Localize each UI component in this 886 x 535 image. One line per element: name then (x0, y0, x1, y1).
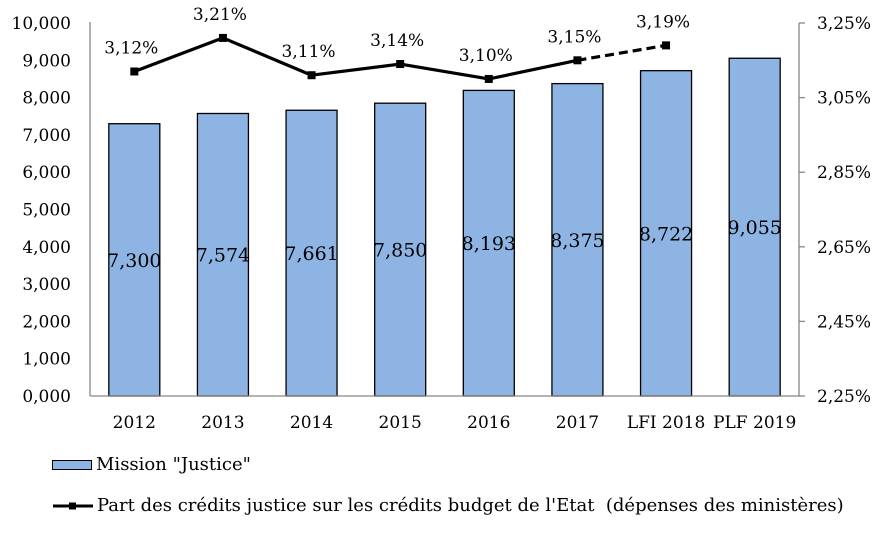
bar-data-label: 9,055 (727, 217, 781, 239)
line-data-label: 3,14% (370, 31, 424, 51)
bar-data-label: 8,193 (462, 233, 516, 255)
y-tick-label: 0,000 (22, 387, 71, 407)
line-marker (307, 71, 316, 80)
x-tick-label: 2012 (113, 413, 156, 433)
line-data-label: 3,11% (282, 42, 336, 62)
line-marker (662, 41, 671, 50)
bar-data-label: 8,722 (639, 223, 693, 245)
x-tick-label: 2013 (201, 413, 244, 433)
line-marker (484, 74, 493, 83)
bar (108, 123, 161, 397)
y-tick-label: 5,000 (22, 201, 71, 221)
line-marker (130, 67, 139, 76)
y2-tick-label: 2,25% (817, 387, 871, 407)
line-data-label: 3,21% (193, 5, 247, 25)
legend-label-line: Part des crédits justice sur les crédits… (97, 495, 844, 516)
x-tick-label: 2014 (290, 413, 333, 433)
y-tick-label: 3,000 (22, 275, 71, 295)
y-tick-label: 7,000 (22, 126, 71, 146)
y2-tick-label: 2,85% (817, 163, 871, 183)
line-segment (222, 36, 313, 77)
bar-data-label: 7,661 (284, 243, 338, 265)
line-segment (133, 36, 224, 73)
line-data-label: 3,15% (547, 27, 601, 47)
line-marker (573, 56, 582, 65)
bar (285, 109, 338, 397)
line-series (130, 33, 671, 83)
bar-data-label: 7,574 (196, 245, 250, 267)
bar (728, 57, 781, 397)
data-labels: 7,300 7,574 7,661 7,850 8,193 8,375 8,722 9,055… (104, 5, 782, 272)
y-tick-label: 8,000 (22, 89, 71, 109)
legend-item-bars: Mission "Justice" (52, 455, 251, 475)
bar-data-label: 8,375 (550, 230, 604, 252)
bar (551, 82, 604, 397)
bar (196, 112, 250, 397)
line-segment (488, 58, 578, 81)
axes: 0,000 1,000 2,000 3,000 4,000 5,000 6,000 7,000… (12, 14, 872, 433)
bar-series (108, 57, 781, 397)
y2-tick-label: 2,45% (817, 312, 871, 332)
legend: Mission "Justice" Part des crédits justi… (52, 455, 844, 516)
line-data-label: 3,19% (636, 12, 690, 32)
legend-label-bars: Mission "Justice" (96, 454, 251, 475)
x-tick-label: 2016 (467, 413, 510, 433)
x-tick-label: 2015 (379, 413, 422, 433)
y-tick-label: 1,000 (22, 350, 71, 370)
bar (374, 102, 427, 397)
line-marker (218, 33, 227, 42)
line-segment (311, 62, 401, 77)
line-segment-dashed (577, 43, 667, 62)
y-tick-label: 10,000 (12, 14, 71, 34)
x-tick-label: PLF 2019 (713, 413, 796, 433)
x-tick-label: LFI 2018 (627, 413, 705, 433)
y-tick-label: 9,000 (22, 51, 71, 71)
legend-item-line: Part des crédits justice sur les crédits… (52, 496, 844, 516)
bar-data-label: 7,300 (107, 250, 161, 272)
y-tick-label: 6,000 (22, 163, 71, 183)
bar-data-label: 7,850 (373, 240, 427, 262)
line-segment (399, 62, 490, 81)
legend-swatch-bars (52, 460, 92, 470)
line-data-label: 3,10% (459, 46, 513, 66)
x-tick-label: 2017 (556, 413, 599, 433)
line-data-label: 3,12% (104, 38, 158, 58)
y2-tick-label: 3,05% (817, 89, 871, 109)
y-tick-label: 2,000 (22, 312, 71, 332)
y2-tick-label: 3,25% (817, 14, 871, 34)
line-marker (396, 60, 405, 69)
y2-tick-label: 2,65% (817, 238, 871, 258)
y-tick-label: 4,000 (22, 238, 71, 258)
legend-line-marker-icon (53, 502, 93, 510)
